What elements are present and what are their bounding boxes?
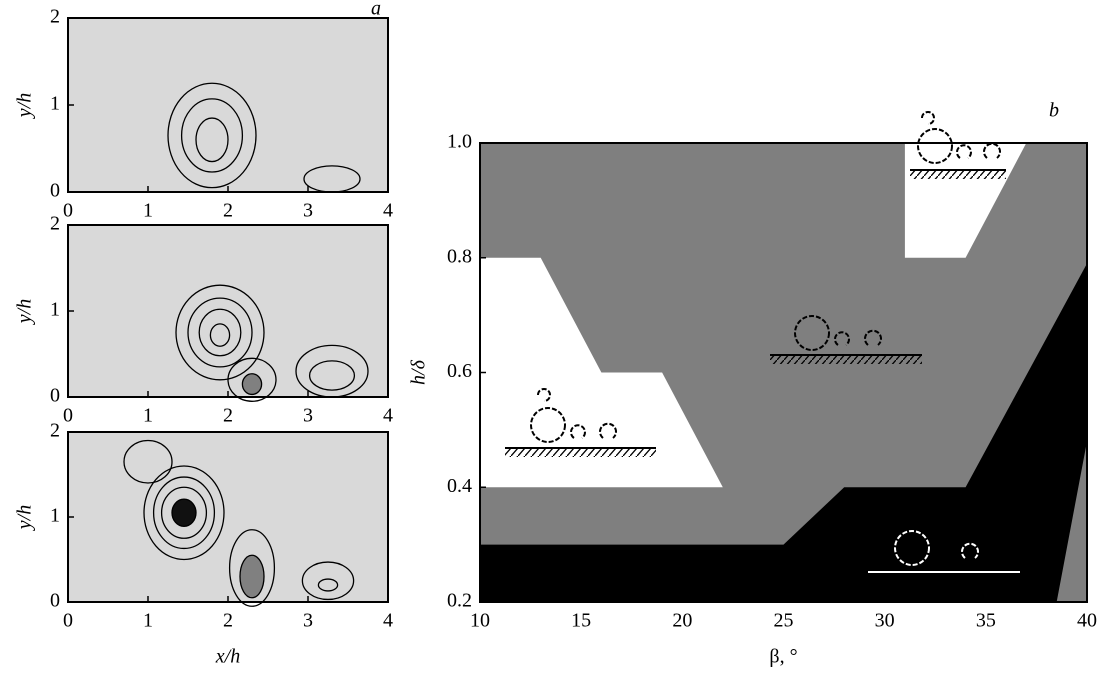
panel: 0 1 2 3 4 0 1 2 y/h	[14, 213, 393, 427]
y-tick-label: 2	[50, 6, 60, 28]
y-tick-label: 1.0	[447, 131, 472, 153]
y-tick-label: 0.6	[447, 360, 472, 382]
x-tick-label: 2	[223, 200, 233, 222]
y-axis-label: y/h	[14, 93, 36, 119]
x-tick-label: 1	[143, 610, 153, 632]
y-axis-label: y/h	[14, 299, 36, 325]
y-tick-label: 0.4	[447, 475, 472, 497]
panel: 10 15 20 25 30 35 40 0.2 0.4 0.6 0.8 1.0 h/δ β, ° b	[408, 100, 1097, 668]
y-tick-label: 1	[50, 299, 60, 321]
x-tick-label: 3	[303, 610, 313, 632]
x-tick-label: 35	[976, 610, 996, 632]
x-axis-label: β, °	[769, 646, 797, 668]
x-tick-label: 10	[470, 610, 490, 632]
panel: 0 1 2 3 4 0 1 2 y/h a	[14, 0, 393, 222]
y-tick-label: 0.8	[447, 245, 472, 267]
y-tick-label: 0	[50, 590, 60, 612]
x-tick-label: 20	[672, 610, 692, 632]
y-tick-label: 0	[50, 180, 60, 202]
y-tick-label: 2	[50, 213, 60, 235]
x-tick-label: 15	[571, 610, 591, 632]
contour-line	[240, 555, 264, 598]
panel-label: a	[371, 0, 381, 20]
y-axis-label: h/δ	[408, 359, 430, 385]
x-axis-label: x/h	[215, 646, 240, 668]
x-tick-label: 25	[774, 610, 794, 632]
x-tick-label: 0	[63, 610, 73, 632]
x-tick-label: 3	[303, 200, 313, 222]
y-tick-label: 0.2	[447, 590, 472, 612]
x-tick-label: 1	[143, 405, 153, 427]
contour-line	[242, 374, 261, 395]
x-tick-label: 4	[383, 200, 393, 222]
x-tick-label: 0	[63, 405, 73, 427]
y-tick-label: 1	[50, 93, 60, 115]
x-tick-label: 1	[143, 200, 153, 222]
x-tick-label: 40	[1077, 610, 1097, 632]
panel: 0 1 2 3 4 0 1 2 y/h x/h	[14, 420, 393, 668]
y-tick-label: 1	[50, 505, 60, 527]
x-tick-label: 2	[223, 405, 233, 427]
plot-background	[68, 432, 388, 602]
x-tick-label: 4	[383, 405, 393, 427]
x-tick-label: 0	[63, 200, 73, 222]
x-tick-label: 2	[223, 610, 233, 632]
x-tick-label: 30	[875, 610, 895, 632]
y-axis-label: y/h	[14, 505, 36, 531]
y-tick-label: 2	[50, 420, 60, 442]
panel-label: b	[1049, 100, 1059, 122]
x-tick-label: 3	[303, 405, 313, 427]
x-tick-label: 4	[383, 610, 393, 632]
figure: 01234012y/ha01234012y/h01234012y/hx/h101…	[0, 0, 1112, 677]
contour-line	[172, 499, 196, 526]
y-tick-label: 0	[50, 385, 60, 407]
